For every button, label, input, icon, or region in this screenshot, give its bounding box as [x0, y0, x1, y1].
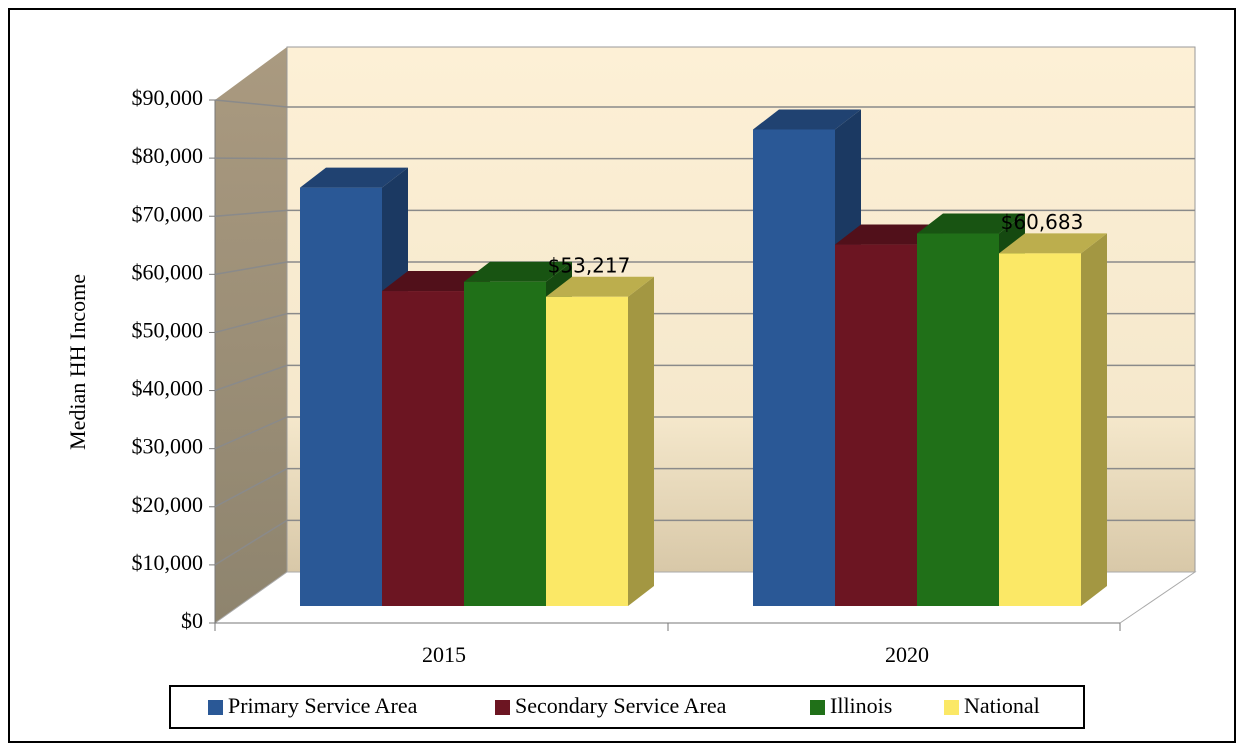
bar-face [546, 276, 654, 297]
bar-face [1081, 233, 1107, 606]
legend-label: Primary Service Area [228, 693, 418, 718]
bar-face [917, 213, 1025, 234]
bar-face [300, 167, 408, 188]
grid-line [214, 312, 288, 334]
y-axis-label: Median HH Income [65, 274, 90, 450]
legend-swatch [208, 700, 223, 715]
bar-face [464, 261, 572, 282]
bar-face [382, 271, 490, 292]
grid-line [214, 99, 288, 108]
y-tick-label: $20,000 [132, 492, 204, 517]
y-tick-label: $50,000 [132, 317, 204, 342]
bar-face [300, 187, 382, 606]
x-tick-label: 2015 [422, 642, 466, 667]
legend-swatch [495, 700, 510, 715]
grid-line [214, 157, 288, 160]
legend-label: National [964, 693, 1040, 718]
bar-face [464, 281, 546, 606]
y-tick-label: $70,000 [132, 201, 204, 226]
grid-line [214, 209, 288, 217]
bar-face [546, 296, 628, 606]
legend-label: Secondary Service Area [515, 693, 727, 718]
bar-face [382, 291, 464, 606]
legend-label: Illinois [830, 693, 892, 718]
y-tick-label: $90,000 [132, 85, 204, 110]
data-label: $53,217 [548, 253, 631, 277]
legend-swatch [810, 700, 825, 715]
y-tick-label: $80,000 [132, 143, 204, 168]
bar-face [628, 276, 654, 606]
y-tick-label: $30,000 [132, 434, 204, 459]
y-tick-label: $40,000 [132, 376, 204, 401]
grid-line [214, 261, 288, 276]
x-tick-label: 2020 [885, 642, 929, 667]
side-wall [215, 47, 287, 623]
grid-line [214, 468, 288, 508]
bar [999, 233, 1107, 606]
y-tick-label: $0 [181, 608, 203, 633]
bar-face [999, 233, 1107, 254]
bar-face [753, 129, 835, 606]
grid-line [214, 364, 288, 392]
y-tick-label: $10,000 [132, 550, 204, 575]
legend-swatch [944, 700, 959, 715]
bar-face [917, 233, 999, 606]
y-tick-label: $60,000 [132, 259, 204, 284]
legend [169, 685, 1085, 729]
bar-face [753, 109, 861, 130]
grid-line [214, 416, 288, 450]
data-label: $60,683 [1001, 210, 1084, 234]
bar-face [835, 224, 943, 245]
frame [8, 8, 1236, 743]
bar-face [999, 253, 1081, 606]
bar [546, 276, 654, 606]
bar-face [835, 244, 917, 606]
grid-line [214, 519, 288, 566]
